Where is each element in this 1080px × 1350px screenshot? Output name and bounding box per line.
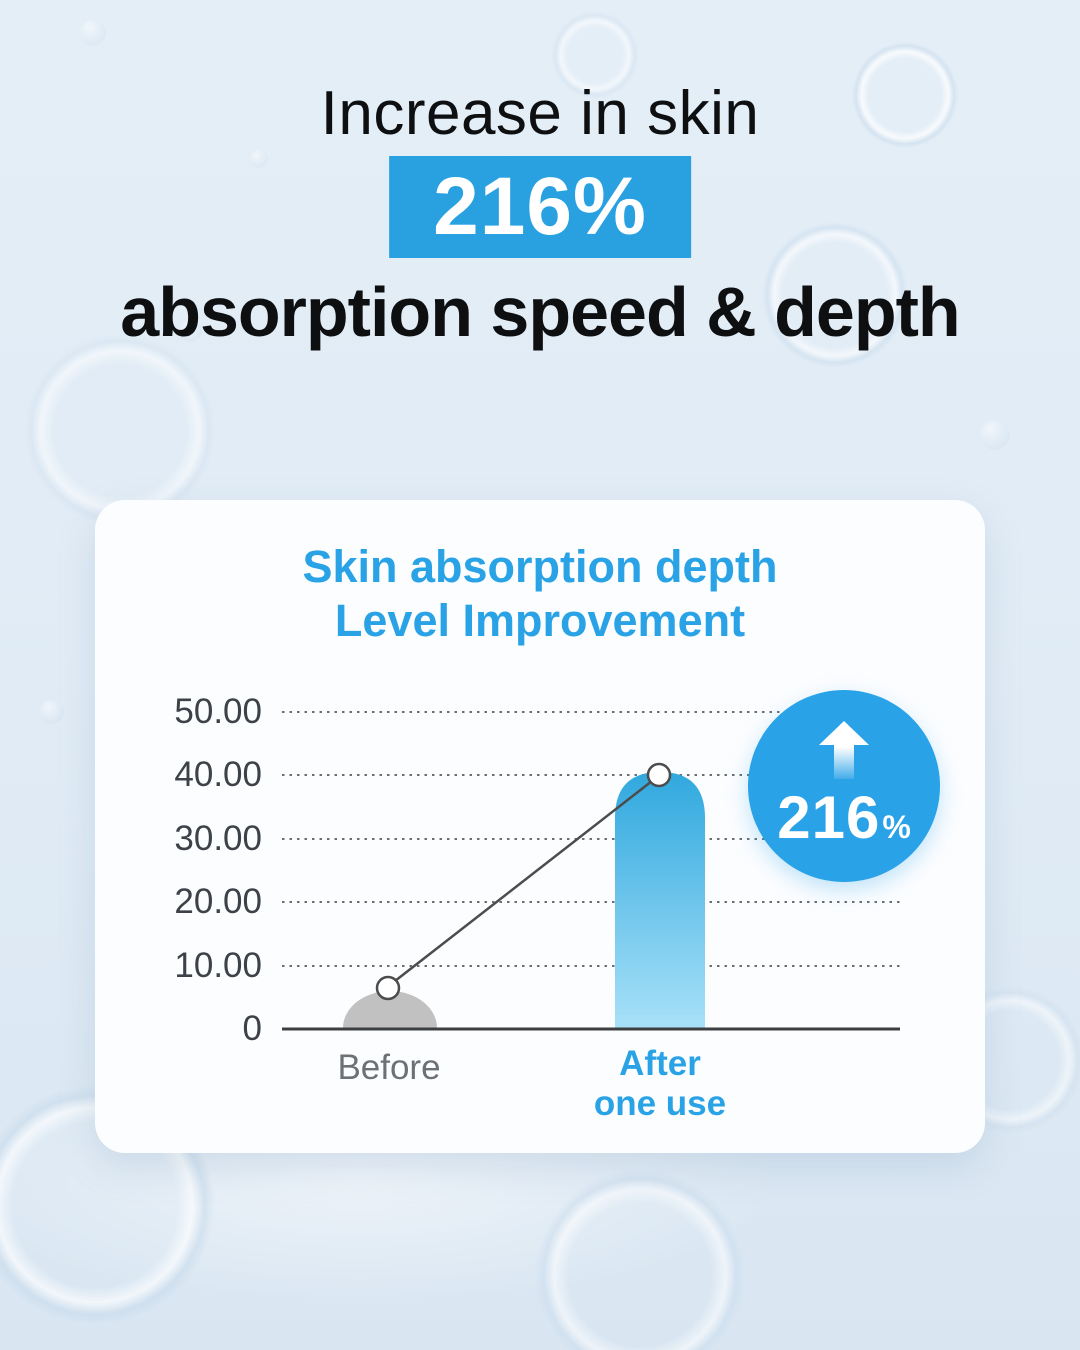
y-tick-label-40: 40.00 <box>174 755 262 794</box>
headline-line1: Increase in skin <box>320 79 760 148</box>
water-bubble-decoration <box>980 420 1010 450</box>
water-bubble-decoration <box>180 320 202 342</box>
increase-badge: 216 % <box>748 690 940 882</box>
y-tick-label-0: 0 <box>242 1009 262 1048</box>
water-bubble-decoration <box>250 150 268 168</box>
y-tick-label-10: 10.00 <box>174 946 262 985</box>
chart-title-line1: Skin absorption depth <box>302 541 778 592</box>
y-tick-label-20: 20.00 <box>174 882 262 921</box>
y-tick-label-50: 50.00 <box>174 692 262 731</box>
badge-text: 216 % <box>777 783 911 852</box>
water-bubble-decoration <box>40 700 64 724</box>
x-label-after: After one use <box>560 1044 760 1124</box>
y-tick-label-30: 30.00 <box>174 819 262 858</box>
arrow-up-icon <box>819 720 869 779</box>
badge-value: 216 <box>777 783 881 851</box>
chart-title-line2: Level Improvement <box>334 595 746 646</box>
x-label-after-line1: After <box>619 1044 701 1083</box>
badge-unit: % <box>882 808 911 845</box>
chart-title: Skin absorption depth Level Improvement <box>95 540 985 648</box>
water-bubble-decoration <box>80 20 106 46</box>
x-label-after-line2: one use <box>593 1084 727 1123</box>
x-label-before: Before <box>337 1048 441 1087</box>
headline-percent-highlight: 216% <box>389 156 691 258</box>
headline-line2: absorption speed & depth <box>120 273 960 351</box>
